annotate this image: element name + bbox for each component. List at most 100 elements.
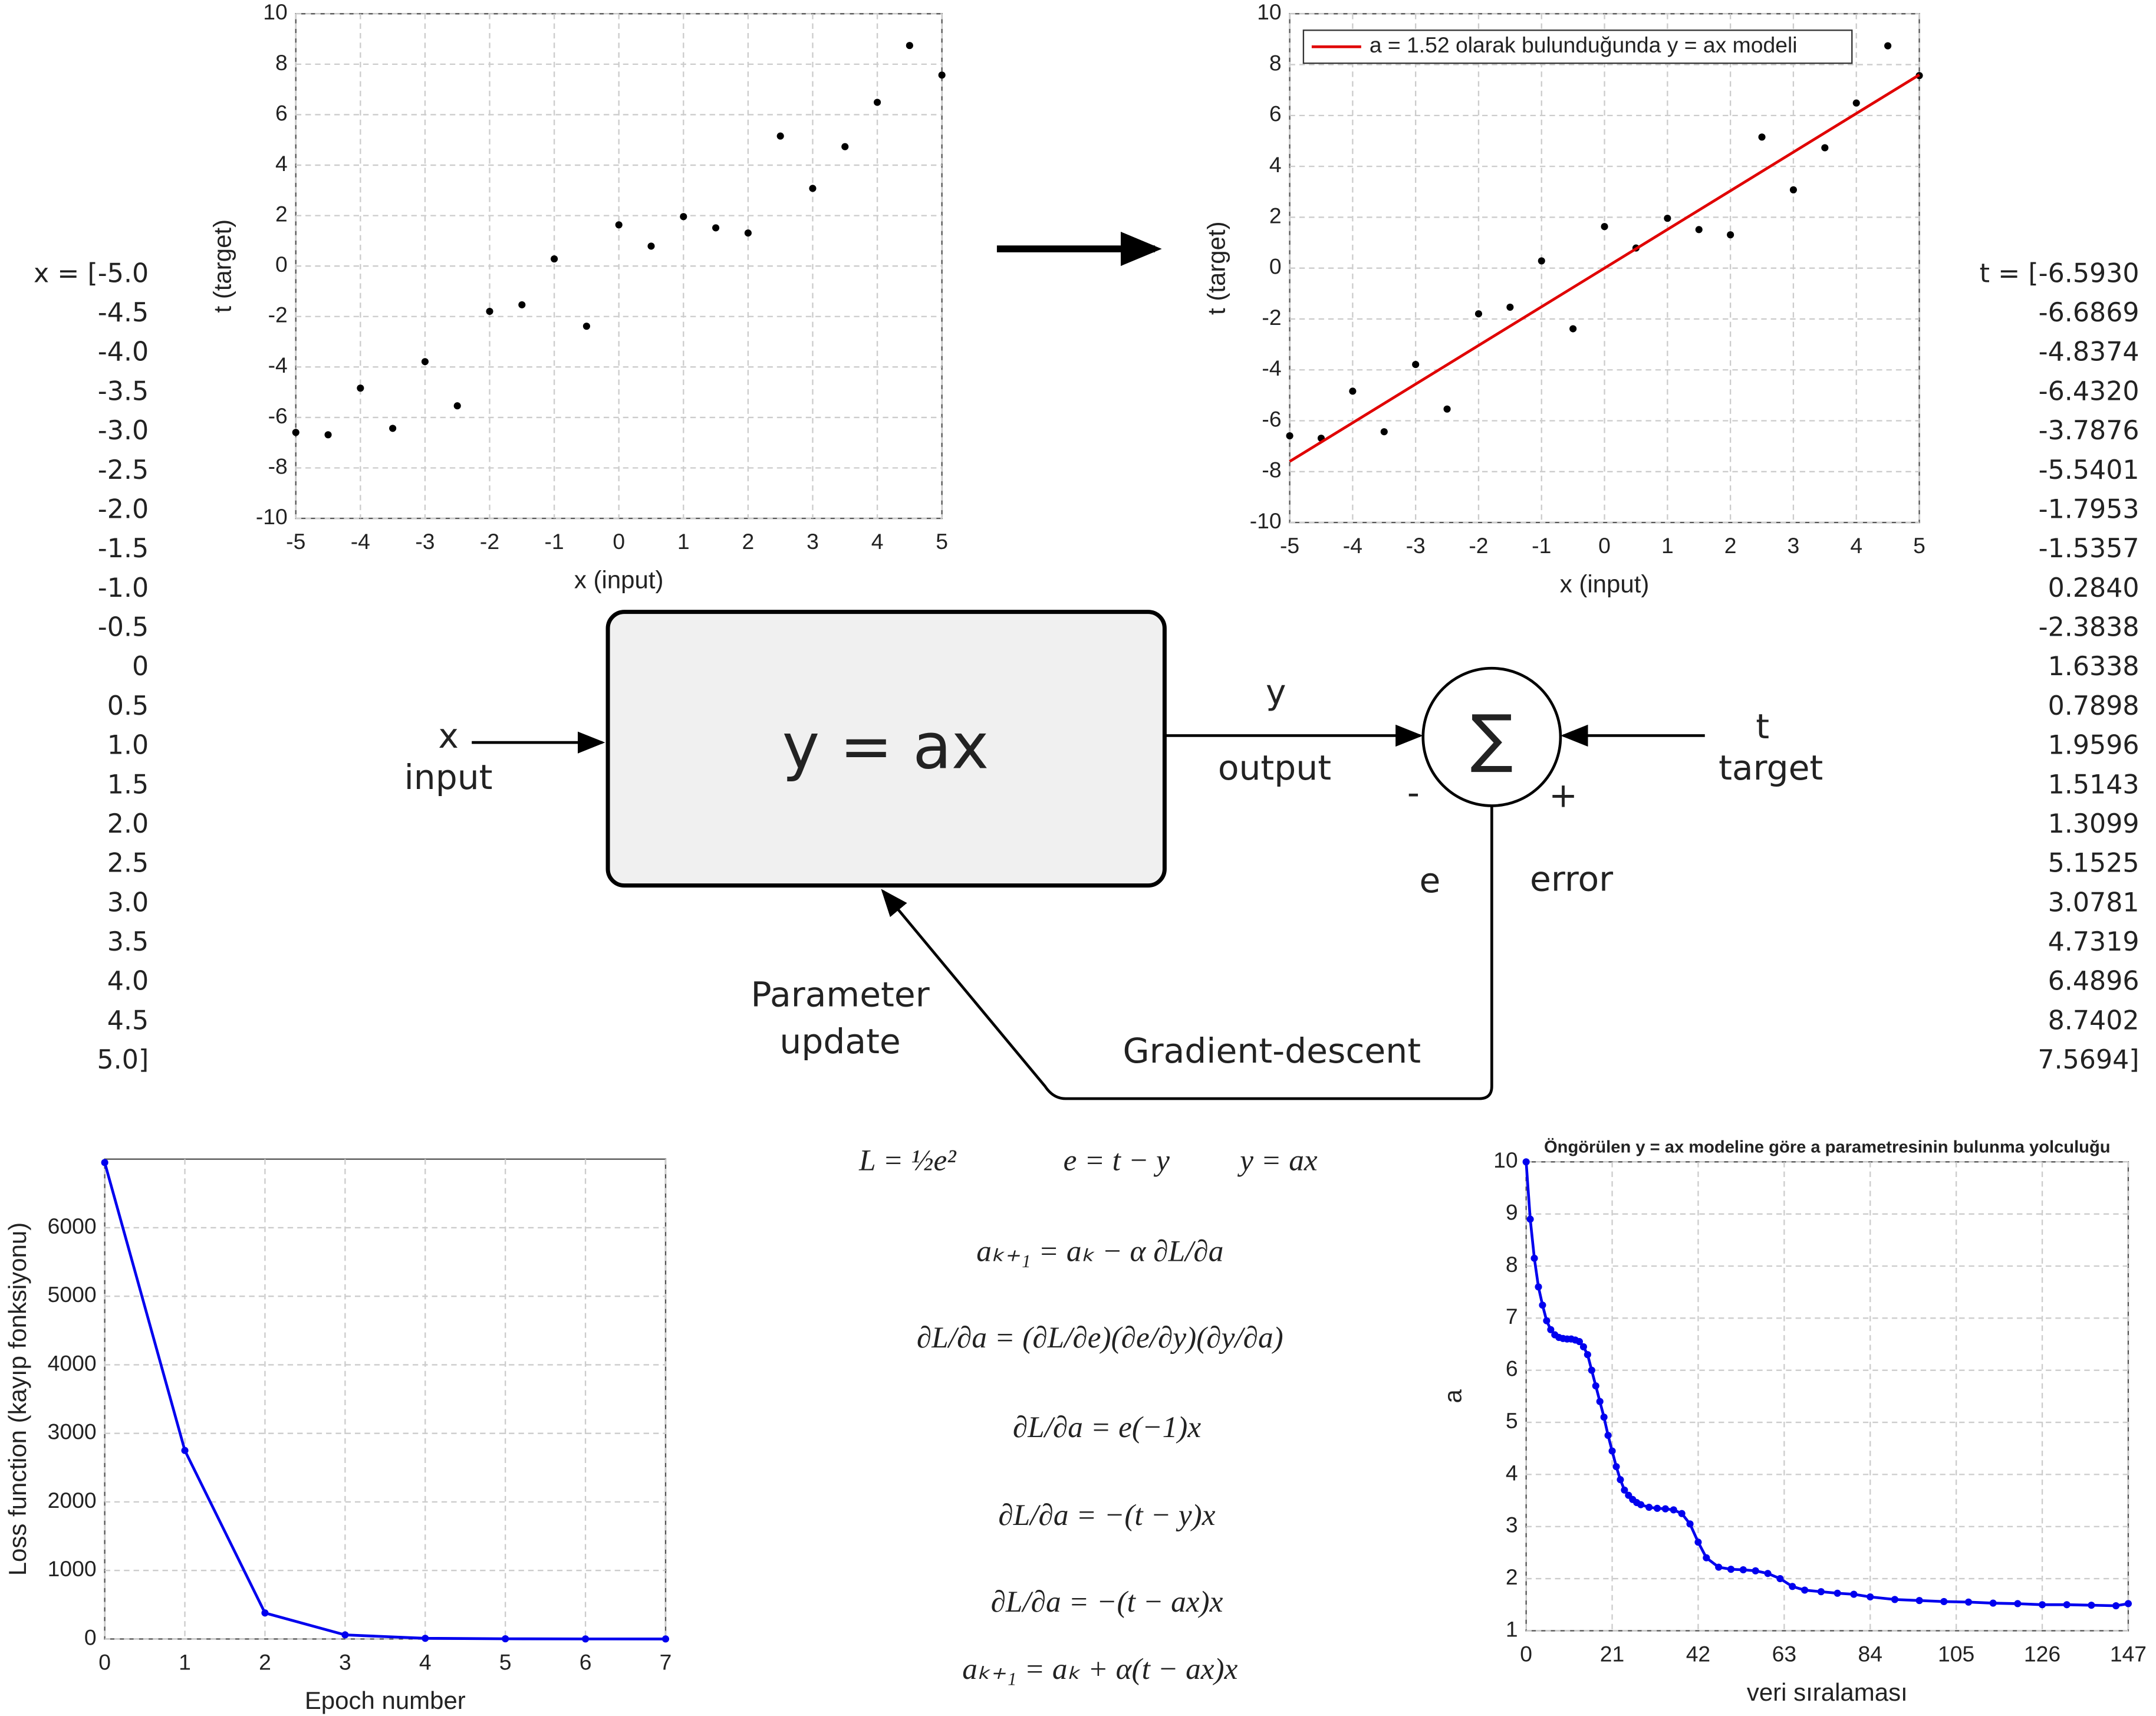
x-tick-label: 2: [742, 529, 755, 554]
t-list-item: 1.9596: [2048, 731, 2139, 761]
x-tick-label: -3: [415, 529, 435, 554]
x-list-item: -1.5: [98, 534, 149, 564]
point: [341, 1631, 349, 1639]
x-list-item: -2.5: [98, 455, 149, 485]
x-tick-label: 3: [807, 529, 819, 554]
point: [1588, 1366, 1595, 1374]
point: [1752, 1567, 1759, 1574]
point: [1817, 1588, 1825, 1596]
legend-box: [1302, 29, 1853, 64]
y-axis-label: t (target): [209, 219, 236, 313]
y-tick-label: 1: [1506, 1616, 1518, 1641]
x-list-item: 0: [132, 652, 149, 682]
point: [1547, 1326, 1555, 1333]
y-tick-label: 3: [1506, 1513, 1518, 1537]
point: [1789, 1583, 1796, 1590]
x-list-item: -3.0: [98, 416, 149, 446]
t-list-item: -2.3838: [2039, 613, 2139, 643]
x-list-item: x = [-5.0: [34, 258, 149, 288]
model-label: y = ax: [782, 709, 989, 783]
point: [1612, 1463, 1620, 1471]
x-tick-label: 0: [1598, 533, 1611, 558]
point: [1608, 1447, 1616, 1455]
y-tick-label: 0: [84, 1625, 97, 1649]
point: [1891, 1596, 1898, 1603]
label: target: [1719, 748, 1823, 788]
model-box: [605, 610, 1167, 888]
point: [776, 132, 784, 140]
y-axis-label: a: [1439, 1389, 1466, 1403]
t-list-item: 1.5143: [2048, 770, 2139, 800]
point: [1915, 1597, 1923, 1605]
t-list-item: 0.7898: [2048, 691, 2139, 721]
y-tick-label: 4: [1506, 1460, 1518, 1485]
point: [453, 402, 461, 410]
x-axis-label: Epoch number: [305, 1687, 466, 1714]
point: [422, 1635, 429, 1642]
equation: aₖ₊₁ = aₖ + α(t − ax)x: [962, 1652, 1237, 1686]
equation: ∂L/∂a = −(t − y)x: [998, 1498, 1215, 1532]
x-tick-label: 105: [1938, 1641, 1974, 1666]
y-tick-label: -10: [1250, 508, 1282, 533]
x-list-item: -0.5: [98, 613, 149, 643]
y-tick-label: 10: [263, 0, 288, 24]
point: [1443, 405, 1451, 413]
point: [1604, 1432, 1612, 1439]
x-tick-label: 7: [660, 1649, 672, 1674]
y-tick-label: 8: [1506, 1252, 1518, 1277]
point: [744, 229, 752, 237]
plot-area: [1525, 1161, 2129, 1632]
point: [712, 224, 720, 232]
y-tick-label: 7: [1506, 1304, 1518, 1329]
x-list-item: -4.0: [98, 337, 149, 367]
equation: ∂L/∂a = (∂L/∂e)(∂e/∂y)(∂y/∂a): [917, 1321, 1283, 1355]
label: t: [1756, 706, 1769, 747]
point: [1727, 231, 1734, 239]
label: update: [779, 1021, 900, 1061]
label: x: [438, 716, 459, 756]
x-tick-label: 1: [179, 1649, 191, 1674]
label: -: [1407, 772, 1420, 813]
point: [357, 384, 364, 392]
x-list-item: -2.0: [98, 494, 149, 524]
point: [1884, 42, 1892, 50]
point: [1821, 144, 1829, 152]
point: [1727, 1566, 1735, 1573]
x-tick-label: -5: [286, 529, 305, 554]
x-list-item: 5.0]: [97, 1045, 149, 1075]
point: [874, 98, 881, 106]
point: [1801, 1586, 1809, 1594]
x-tick-label: 5: [936, 529, 948, 554]
point: [502, 1635, 509, 1643]
point: [1776, 1575, 1784, 1583]
x-list-item: 3.0: [107, 887, 149, 918]
point: [1584, 1351, 1591, 1359]
point: [1569, 325, 1577, 333]
label: e: [1419, 860, 1440, 900]
equation: aₖ₊₁ = aₖ − α ∂L/∂a: [976, 1234, 1223, 1268]
point: [1703, 1554, 1710, 1562]
y-axis-label: Loss function (kayıp fonksiyonu): [4, 1222, 31, 1576]
point: [1539, 1301, 1546, 1309]
point: [1530, 1254, 1538, 1262]
x-list-item: 1.5: [107, 770, 149, 800]
y-tick-label: 5000: [48, 1282, 97, 1307]
x-axis-label: veri sıralaması: [1747, 1678, 1908, 1706]
x-tick-label: -1: [1532, 533, 1551, 558]
chart: 0 21 42 63 84 105 126 147 1 2 3 4 5 6 7 8 9 10 veri sırala…: [1439, 1138, 2147, 1706]
x-list-item: -3.5: [98, 376, 149, 406]
point: [1695, 226, 1703, 234]
x-tick-label: 63: [1772, 1641, 1797, 1666]
y-tick-label: 0: [1269, 254, 1282, 279]
y-tick-label: 6000: [48, 1214, 97, 1238]
point: [1526, 1215, 1534, 1223]
y-tick-label: 10: [1493, 1148, 1518, 1172]
point: [1867, 1593, 1874, 1601]
point: [680, 213, 687, 221]
y-axis-label: t (target): [1202, 221, 1230, 315]
x-tick-label: 126: [2024, 1641, 2060, 1666]
plot-area: [104, 1158, 667, 1640]
x-tick-label: 4: [871, 529, 884, 554]
point: [1579, 1343, 1587, 1351]
